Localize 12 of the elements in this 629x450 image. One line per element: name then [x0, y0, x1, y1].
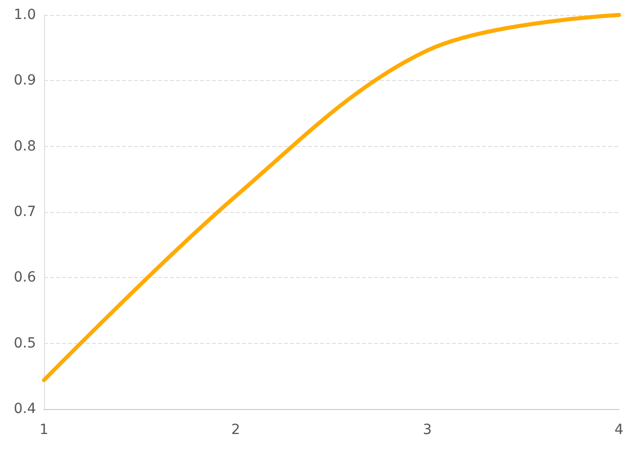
- x-tick-label: 1: [40, 422, 48, 438]
- y-tick-label: 0.9: [14, 72, 36, 89]
- y-tick-label: 0.4: [14, 401, 36, 417]
- x-tick-label: 2: [231, 422, 240, 438]
- y-tick-label: 0.6: [14, 270, 36, 286]
- y-tick-label: 0.7: [14, 204, 36, 220]
- y-tick-label: 0.5: [14, 335, 36, 352]
- x-tick-label: 3: [422, 422, 432, 438]
- y-tick-label: 0.8: [14, 138, 36, 154]
- y-tick-label: 1.0: [14, 7, 36, 23]
- x-tick-label: 4: [614, 422, 624, 438]
- line-series: [42, 13, 621, 382]
